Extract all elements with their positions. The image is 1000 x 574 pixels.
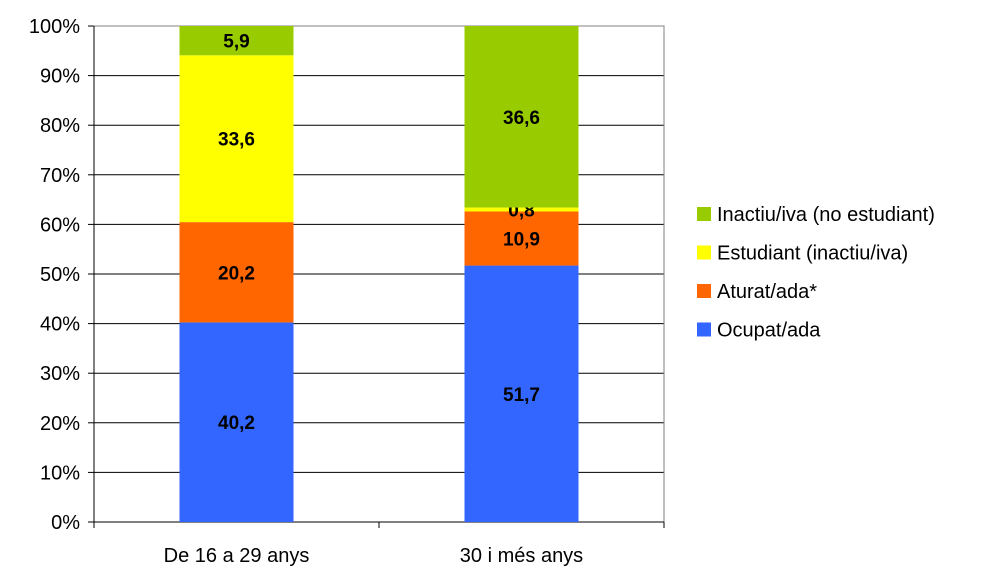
- y-tick-label: 100%: [29, 16, 80, 38]
- data-label: 51,7: [503, 385, 540, 406]
- legend: Inactiu/iva (no estudiant) Estudiant (ina…: [697, 204, 935, 342]
- bar-segment: [464, 211, 579, 266]
- data-label: 33,6: [218, 130, 255, 151]
- bar-segment: [464, 265, 579, 522]
- legend-swatch: [697, 245, 711, 260]
- legend-label: Estudiant (inactiu/iva): [717, 243, 908, 265]
- y-tick-label: 0%: [51, 512, 80, 534]
- bar-segment: [464, 207, 579, 212]
- bar-segment: [179, 26, 294, 56]
- x-category-label: De 16 a 29 anys: [164, 545, 310, 567]
- y-tick-label: 30%: [40, 363, 80, 385]
- legend-label: Aturat/ada*: [717, 281, 817, 303]
- data-label: 20,2: [218, 263, 255, 284]
- y-tick-label: 60%: [40, 214, 80, 236]
- x-category-label: 30 i més anys: [460, 545, 583, 567]
- data-label: 40,2: [218, 413, 255, 434]
- data-label: 10,9: [503, 230, 540, 251]
- y-tick-label: 10%: [40, 462, 80, 484]
- legend-swatch: [697, 322, 711, 337]
- bar-segment: [464, 26, 579, 208]
- bar-segment: [179, 55, 294, 223]
- bar-segment: [179, 222, 294, 323]
- legend-swatch: [697, 207, 711, 221]
- y-tick-label: 50%: [40, 264, 80, 286]
- data-label: 36,6: [503, 108, 540, 129]
- legend-swatch: [697, 284, 711, 298]
- y-tick-label: 70%: [40, 165, 80, 187]
- legend-label: Ocupat/ada: [717, 320, 821, 342]
- bar-segment: [179, 322, 294, 522]
- y-tick-label: 40%: [40, 314, 80, 336]
- y-tick-label: 20%: [40, 413, 80, 435]
- plot-area: 0% 10% 20% 30% 40% 50% 60% 70% 80% 90% 100% 40,2 20,…: [29, 16, 665, 567]
- data-label: 5,9: [223, 32, 249, 53]
- legend-label: Inactiu/iva (no estudiant): [717, 204, 935, 226]
- y-tick-label: 90%: [40, 66, 80, 88]
- y-tick-label: 80%: [40, 115, 80, 137]
